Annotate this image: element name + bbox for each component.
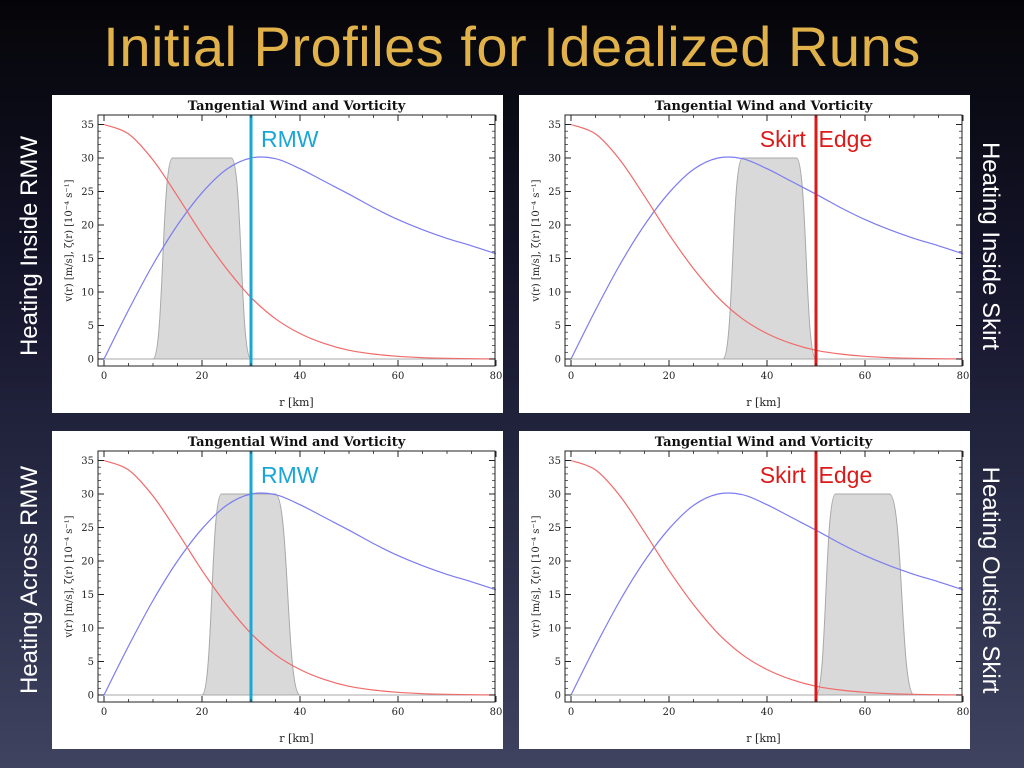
slide-title: Initial Profiles for Idealized Runs <box>103 15 921 78</box>
y-tick-label: 15 <box>548 590 561 601</box>
y-tick-label: 25 <box>548 523 561 534</box>
y-axis-label: v(r) [m/s], ζ(r) [10⁻⁴ s⁻¹] <box>531 179 542 302</box>
vorticity-line <box>570 459 964 696</box>
y-tick-label: 20 <box>81 221 94 232</box>
plot-frame <box>97 114 496 367</box>
chart-panel-heating-inside-rmw: Tangential Wind and Vorticity RMW 0 20 40 60 8… <box>52 95 503 413</box>
x-tick-label: 40 <box>761 707 774 718</box>
x-tick-label: 60 <box>392 707 405 718</box>
chart-panel-heating-inside-skirt: Tangential Wind and Vorticity Skirt Edge 0… <box>519 95 970 413</box>
rmw-label: RMW <box>261 462 319 488</box>
y-tick-label: 20 <box>81 557 94 568</box>
chart-svg: Tangential Wind and Vorticity Skirt Edge 0… <box>531 99 970 409</box>
x-tick-label: 80 <box>490 707 503 718</box>
y-tick-label: 0 <box>88 355 94 366</box>
y-tick-label: 15 <box>548 254 561 265</box>
x-tick-label: 0 <box>101 707 107 718</box>
y-tick-label: 20 <box>548 221 561 232</box>
y-tick-label: 35 <box>81 456 94 467</box>
x-axis-label: r [km] <box>746 732 780 745</box>
rmw-label: RMW <box>261 126 319 152</box>
y-tick-label: 10 <box>548 624 561 635</box>
x-tick-label: 0 <box>568 371 574 382</box>
chart-title: Tangential Wind and Vorticity <box>188 99 406 114</box>
vorticity-line <box>103 459 497 696</box>
side-label-heating-across-rmw: Heating Across RMW <box>16 465 43 695</box>
plot-frame <box>564 450 963 703</box>
y-tick-label: 20 <box>548 557 561 568</box>
y-tick-label: 0 <box>555 691 561 702</box>
y-tick-label: 0 <box>88 691 94 702</box>
y-axis-label: v(r) [m/s], ζ(r) [10⁻⁴ s⁻¹] <box>64 179 75 302</box>
y-tick-label: 10 <box>81 288 94 299</box>
y-tick-label: 35 <box>548 120 561 131</box>
x-axis-label: r [km] <box>746 396 780 409</box>
heating-profile-area <box>815 493 915 696</box>
tangential-wind-line <box>103 492 497 696</box>
y-axis-label: v(r) [m/s], ζ(r) [10⁻⁴ s⁻¹] <box>531 515 542 638</box>
y-tick-label: 5 <box>555 657 561 668</box>
chart-title: Tangential Wind and Vorticity <box>655 435 873 450</box>
tangential-wind-line <box>103 156 497 360</box>
y-tick-label: 25 <box>548 187 561 198</box>
side-label-heating-outside-skirt: Heating Outside Skirt <box>977 466 1004 694</box>
skirt-edge-label: Skirt Edge <box>760 462 873 488</box>
y-tick-label: 5 <box>88 321 94 332</box>
x-tick-label: 40 <box>294 707 307 718</box>
chart-svg: Tangential Wind and Vorticity Skirt Edge 0… <box>531 435 970 745</box>
x-tick-label: 80 <box>957 371 970 382</box>
y-tick-label: 35 <box>81 120 94 131</box>
y-tick-label: 25 <box>81 523 94 534</box>
x-tick-label: 60 <box>859 371 872 382</box>
y-tick-label: 30 <box>81 490 94 501</box>
chart-title: Tangential Wind and Vorticity <box>655 99 873 114</box>
x-tick-label: 20 <box>663 707 676 718</box>
vorticity-line <box>570 123 964 360</box>
y-tick-label: 30 <box>81 154 94 165</box>
x-tick-label: 80 <box>490 371 503 382</box>
x-tick-label: 60 <box>392 371 405 382</box>
x-tick-label: 40 <box>294 371 307 382</box>
chart-svg: Tangential Wind and Vorticity RMW 0 20 40 60 8… <box>64 435 503 745</box>
chart-panel-heating-across-rmw: Tangential Wind and Vorticity RMW 0 20 40 60 8… <box>52 431 503 749</box>
chart-svg: Tangential Wind and Vorticity RMW 0 20 40 60 8… <box>64 99 503 409</box>
heating-profile-area <box>152 157 252 360</box>
y-tick-label: 30 <box>548 490 561 501</box>
y-tick-label: 5 <box>555 321 561 332</box>
x-tick-label: 40 <box>761 371 774 382</box>
y-tick-label: 10 <box>81 624 94 635</box>
x-axis-label: r [km] <box>279 396 313 409</box>
y-tick-label: 10 <box>548 288 561 299</box>
heating-profile-area <box>722 157 817 360</box>
x-tick-label: 20 <box>663 371 676 382</box>
chart-title: Tangential Wind and Vorticity <box>188 435 406 450</box>
y-axis-label: v(r) [m/s], ζ(r) [10⁻⁴ s⁻¹] <box>64 515 75 638</box>
x-tick-label: 0 <box>568 707 574 718</box>
side-label-heating-inside-skirt: Heating Inside Skirt <box>977 141 1004 351</box>
plot-frame <box>564 114 963 367</box>
plot-frame <box>97 450 496 703</box>
y-tick-label: 15 <box>81 254 94 265</box>
vorticity-line <box>103 123 497 360</box>
tangential-wind-line <box>570 156 964 360</box>
y-tick-label: 15 <box>81 590 94 601</box>
x-tick-label: 20 <box>196 371 209 382</box>
x-tick-label: 80 <box>957 707 970 718</box>
skirt-edge-label: Skirt Edge <box>760 126 873 152</box>
y-tick-label: 35 <box>548 456 561 467</box>
y-tick-label: 25 <box>81 187 94 198</box>
side-label-heating-inside-rmw: Heating Inside RMW <box>16 135 43 357</box>
chart-panel-heating-outside-skirt: Tangential Wind and Vorticity Skirt Edge 0… <box>519 431 970 749</box>
x-tick-label: 0 <box>101 371 107 382</box>
y-tick-label: 0 <box>555 355 561 366</box>
tangential-wind-line <box>570 492 964 696</box>
x-tick-label: 60 <box>859 707 872 718</box>
x-tick-label: 20 <box>196 707 209 718</box>
y-tick-label: 30 <box>548 154 561 165</box>
y-tick-label: 5 <box>88 657 94 668</box>
x-axis-label: r [km] <box>279 732 313 745</box>
